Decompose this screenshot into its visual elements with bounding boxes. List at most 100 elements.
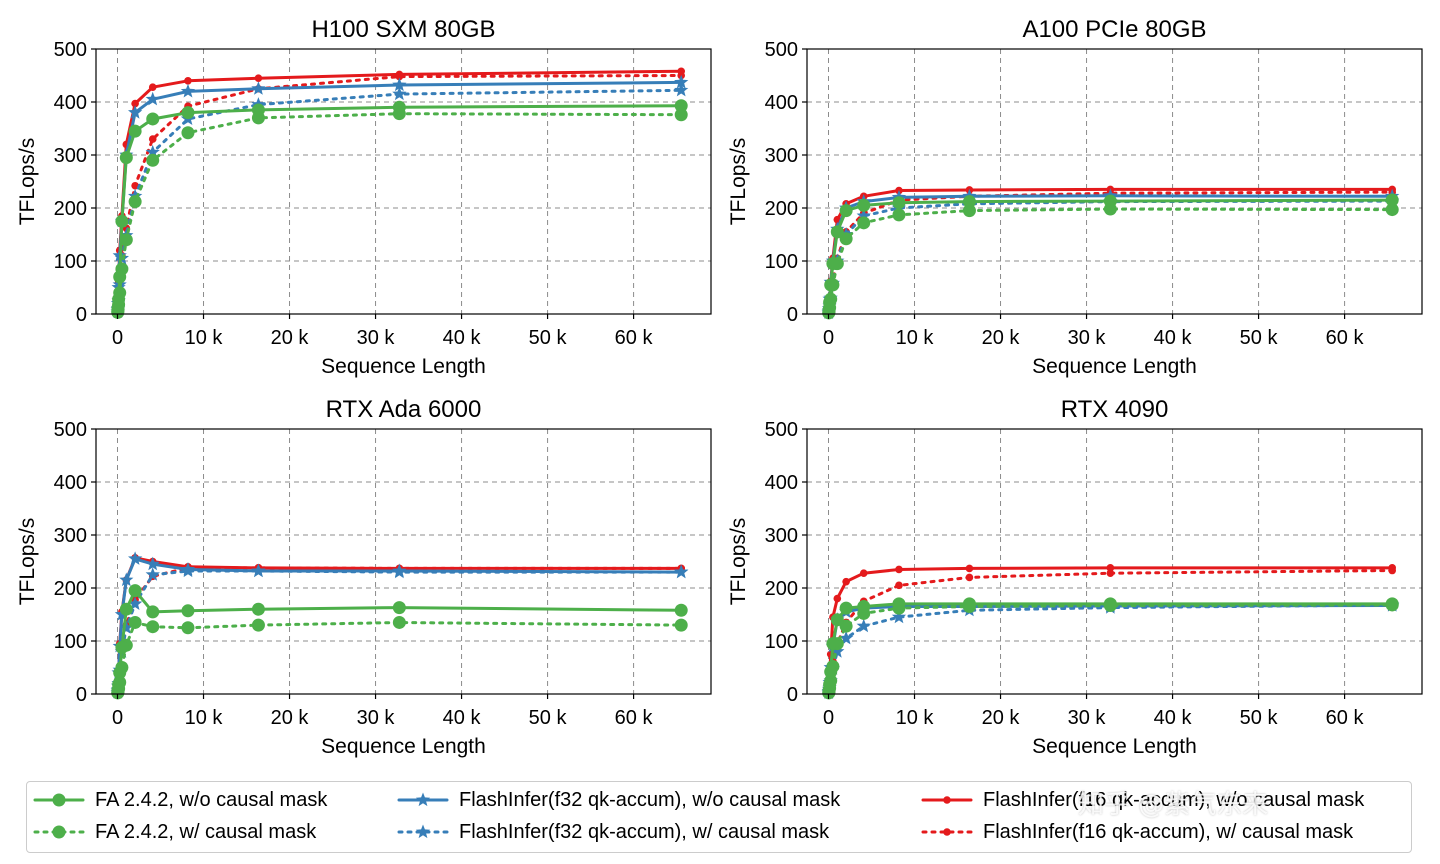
series-3 bbox=[821, 598, 1400, 698]
data-point bbox=[962, 597, 976, 611]
data-point bbox=[856, 208, 871, 222]
y-tick-label: 0 bbox=[76, 684, 87, 706]
y-tick-label: 200 bbox=[54, 578, 87, 600]
data-point bbox=[128, 615, 142, 629]
data-point bbox=[1103, 194, 1117, 208]
legend-swatch bbox=[921, 828, 973, 836]
data-point bbox=[823, 295, 837, 309]
y-tick-label: 100 bbox=[765, 251, 798, 273]
y-tick-label: 400 bbox=[54, 472, 87, 494]
data-point bbox=[965, 573, 974, 582]
legend-item-fi-f16-causal: FlashInfer(f16 qk-accum), w/ causal mask bbox=[919, 818, 1353, 846]
data-point bbox=[891, 609, 907, 624]
x-tick-label: 60 k bbox=[615, 327, 654, 349]
data-point bbox=[857, 198, 871, 212]
y-tick-label: 500 bbox=[54, 39, 87, 61]
data-point bbox=[112, 292, 126, 306]
chart-title: RTX Ada 6000 bbox=[326, 396, 482, 423]
data-point bbox=[839, 601, 853, 615]
series-5 bbox=[824, 564, 1397, 696]
chart-panel-4: 0 10 k 20 k 30 k 40 k 50 k 60 k 0 100 200 300 400 50… bbox=[727, 396, 1423, 758]
y-tick-label: 100 bbox=[54, 631, 87, 653]
data-point bbox=[842, 577, 850, 586]
legend-item-fa-no-causal: FA 2.4.2, w/o causal mask bbox=[31, 786, 327, 814]
data-point bbox=[145, 144, 160, 159]
x-axis-label: Sequence Length bbox=[321, 355, 486, 378]
y-axis-label: TFLops/s bbox=[16, 138, 39, 226]
series-1 bbox=[111, 584, 688, 699]
y-tick-label: 200 bbox=[765, 198, 798, 220]
y-axis-label: TFLops/s bbox=[727, 518, 750, 606]
data-point bbox=[180, 83, 196, 98]
data-point bbox=[254, 74, 263, 82]
data-point bbox=[184, 77, 192, 85]
data-point bbox=[392, 86, 407, 101]
series-line bbox=[827, 604, 1394, 694]
x-tick-label: 20 k bbox=[982, 327, 1021, 349]
data-point bbox=[830, 225, 844, 239]
data-point bbox=[674, 603, 688, 617]
y-tick-label: 500 bbox=[765, 39, 798, 61]
series-1 bbox=[822, 193, 1399, 319]
y-tick-label: 100 bbox=[54, 251, 87, 273]
data-point bbox=[128, 105, 143, 119]
data-point bbox=[113, 270, 127, 284]
legend-item-fi-f32-no-causal: FlashInfer(f32 qk-accum), w/o causal mas… bbox=[395, 786, 840, 814]
x-tick-label: 50 k bbox=[529, 327, 568, 349]
x-tick-label: 10 k bbox=[185, 707, 224, 729]
series-line bbox=[827, 566, 1394, 693]
data-point bbox=[839, 630, 854, 645]
series-4 bbox=[110, 563, 689, 699]
x-tick-label: 30 k bbox=[357, 327, 396, 349]
data-point bbox=[892, 597, 906, 611]
x-tick-label: 20 k bbox=[271, 327, 310, 349]
legend-swatch bbox=[33, 793, 85, 807]
x-tick-label: 0 bbox=[112, 327, 123, 349]
data-point bbox=[674, 564, 689, 579]
data-point bbox=[181, 106, 195, 120]
data-point bbox=[859, 569, 868, 577]
data-point bbox=[131, 99, 139, 108]
legend-label: FlashInfer(f16 qk-accum), w/o causal mas… bbox=[983, 788, 1365, 811]
series-6 bbox=[113, 564, 686, 697]
x-tick-label: 30 k bbox=[357, 707, 396, 729]
data-point bbox=[1106, 569, 1115, 577]
data-point bbox=[1103, 597, 1117, 611]
data-point bbox=[857, 216, 871, 230]
data-point bbox=[824, 278, 838, 292]
axes-frame bbox=[806, 428, 1423, 695]
x-axis-label: Sequence Length bbox=[321, 735, 486, 758]
series-line bbox=[116, 569, 683, 694]
data-point bbox=[856, 618, 871, 633]
chart-panel-1: 0 10 k 20 k 30 k 40 k 50 k 60 k 0 100 200 300 400 50… bbox=[16, 16, 712, 378]
data-point bbox=[128, 596, 143, 610]
data-point bbox=[839, 204, 853, 218]
x-tick-label: 0 bbox=[112, 707, 123, 729]
data-point bbox=[830, 613, 844, 627]
series-line bbox=[116, 566, 683, 694]
series-line bbox=[116, 112, 683, 314]
x-tick-label: 50 k bbox=[1240, 327, 1279, 349]
axes-frame bbox=[806, 48, 1423, 315]
data-point bbox=[674, 82, 689, 97]
series-line bbox=[116, 621, 683, 695]
data-point bbox=[145, 91, 160, 106]
chart-title: H100 SXM 80GB bbox=[311, 16, 495, 43]
x-tick-label: 10 k bbox=[185, 327, 224, 349]
data-point bbox=[181, 604, 195, 618]
series-2 bbox=[111, 615, 688, 700]
data-point bbox=[112, 677, 126, 691]
x-tick-label: 40 k bbox=[1154, 327, 1193, 349]
data-point bbox=[674, 618, 688, 632]
data-point bbox=[113, 666, 127, 680]
legend: FA 2.4.2, w/o causal mask FA 2.4.2, w/ c… bbox=[26, 781, 1412, 853]
x-tick-label: 60 k bbox=[1326, 707, 1365, 729]
legend-label: FA 2.4.2, w/o causal mask bbox=[95, 788, 328, 811]
data-point bbox=[251, 563, 266, 578]
series-line bbox=[827, 198, 1394, 314]
data-point bbox=[251, 602, 265, 616]
series-line bbox=[116, 104, 683, 313]
data-point bbox=[824, 665, 838, 679]
x-tick-label: 60 k bbox=[615, 707, 654, 729]
